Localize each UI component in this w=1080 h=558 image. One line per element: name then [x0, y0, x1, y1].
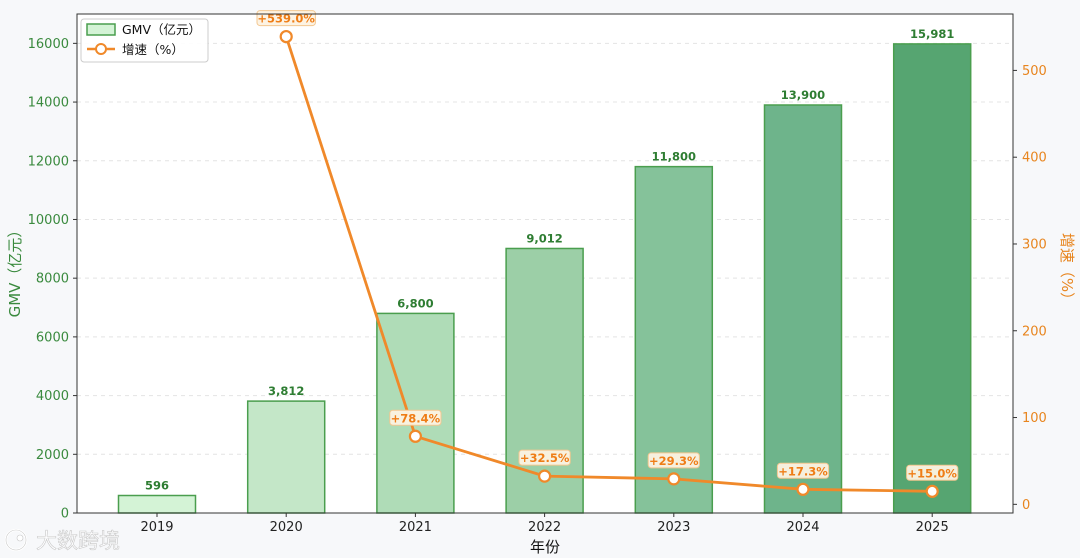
- bar-2024: [763, 104, 843, 514]
- y-axis-left-label: GMV（亿元）: [6, 223, 24, 318]
- growth-point: [667, 472, 681, 486]
- x-tick-label: 2020: [270, 520, 303, 535]
- bar-2020: [246, 400, 326, 514]
- legend-swatch-gmv: [86, 23, 116, 36]
- bar-value-label: 13,900: [781, 88, 825, 102]
- bar-value-label: 11,800: [652, 150, 696, 164]
- x-axis-label: 年份: [530, 538, 560, 556]
- growth-label: +15.0%: [907, 466, 957, 480]
- bar-2025: [892, 43, 972, 514]
- y-right-tick-label: 300: [1022, 237, 1047, 252]
- growth-label-box: [647, 452, 700, 469]
- y-left-tick-label: 0: [61, 507, 69, 522]
- y-left-tick-label: 2000: [36, 448, 69, 463]
- y-right-tick-label: 200: [1022, 324, 1047, 339]
- legend-label-gmv: GMV（亿元）: [122, 22, 201, 37]
- y-right-tick-label: 100: [1022, 411, 1047, 426]
- x-tick-label: 2025: [916, 520, 949, 535]
- y-left-tick-label: 4000: [36, 389, 69, 404]
- growth-point: [408, 429, 422, 443]
- growth-point: [279, 29, 293, 44]
- watermark-logo-icon: [4, 528, 28, 552]
- growth-label-box: [389, 409, 442, 426]
- x-tick-label: 2019: [140, 520, 173, 535]
- x-tick-label: 2023: [657, 520, 690, 535]
- bar-value-label: 6,800: [397, 296, 433, 310]
- axes: 0 2000 4000 6000 8000 10000 12000 14000 16000 0 10…: [28, 37, 1047, 535]
- y-right-tick-label: 0: [1022, 498, 1030, 513]
- x-tick-label: 2021: [399, 520, 432, 535]
- y-left-tick-label: 8000: [36, 272, 69, 287]
- bar-value-label: 9,012: [526, 231, 562, 245]
- y-left-tick-label: 6000: [36, 330, 69, 345]
- growth-line: [279, 29, 939, 498]
- y-left-tick-label: 14000: [28, 96, 69, 111]
- y-left-tick-label: 16000: [28, 37, 69, 52]
- watermark-text: 大数跨境: [36, 529, 120, 553]
- growth-label: +78.4%: [391, 411, 441, 425]
- watermark: 大数跨境: [4, 528, 120, 553]
- x-tick-label: 2024: [786, 520, 819, 535]
- bar-value-labels: 596 3,812 6,800 9,012 11,800 13,900 15,981: [145, 27, 954, 493]
- legend-marker-line: [95, 43, 107, 55]
- bar-2019: [117, 494, 197, 514]
- growth-label: +29.3%: [649, 454, 699, 468]
- legend-label-growth: 增速（%）: [122, 42, 184, 57]
- y-right-tick-label: 400: [1022, 151, 1047, 166]
- y-left-tick-label: 12000: [28, 154, 69, 169]
- x-tick-label: 2022: [528, 520, 561, 535]
- growth-line-path: [284, 36, 933, 493]
- growth-label: +539.0%: [257, 12, 315, 26]
- bar-value-label: 596: [145, 479, 169, 493]
- growth-label: +17.3%: [778, 464, 828, 478]
- growth-label-box: [906, 464, 959, 481]
- growth-point: [537, 469, 552, 483]
- bar-value-label: 3,812: [268, 384, 304, 398]
- growth-label-box: [776, 462, 830, 479]
- growth-point: [925, 484, 939, 498]
- growth-label: +32.5%: [520, 451, 570, 465]
- y-left-tick-label: 10000: [28, 213, 69, 228]
- y-axis-right-label: 增速（%）: [1058, 233, 1076, 307]
- bar-value-label: 15,981: [910, 27, 954, 41]
- growth-point: [796, 482, 810, 496]
- legend: GMV（亿元） 增速（%）: [80, 18, 209, 63]
- y-right-tick-label: 500: [1022, 64, 1047, 79]
- growth-label-box: [518, 449, 571, 466]
